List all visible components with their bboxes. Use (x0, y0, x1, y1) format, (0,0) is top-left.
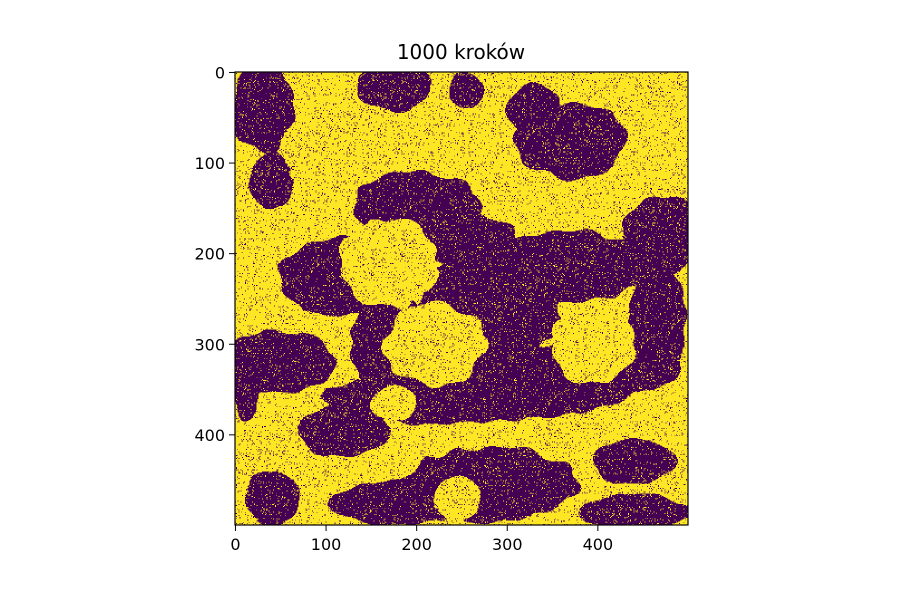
y-tick-label: 100 (194, 154, 225, 173)
heatmap-area (235, 72, 688, 525)
x-tick-label: 300 (492, 535, 523, 554)
y-tick-label: 400 (194, 426, 225, 445)
x-tick-label: 200 (401, 535, 432, 554)
y-axis: 0 100 200 300 400 (194, 63, 235, 445)
chart-title: 1000 kroków (397, 40, 525, 64)
axes-frame (234, 71, 689, 526)
x-axis: 0 100 200 300 400 (230, 525, 613, 554)
x-tick-label: 0 (230, 535, 240, 554)
x-tick-label: 400 (583, 535, 614, 554)
y-tick-label: 0 (215, 63, 225, 82)
heatmap-canvas (235, 72, 688, 525)
x-tick-label: 100 (311, 535, 342, 554)
y-tick-label: 300 (194, 335, 225, 354)
y-tick-label: 200 (194, 245, 225, 264)
